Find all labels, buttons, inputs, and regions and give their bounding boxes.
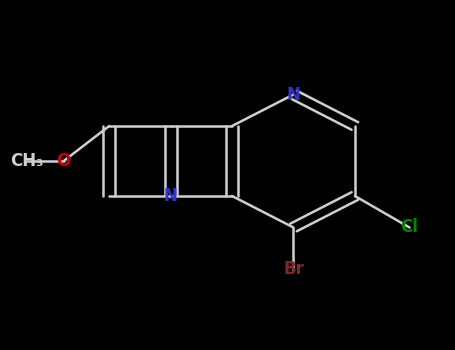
Text: Cl: Cl (400, 218, 419, 237)
Text: N: N (164, 187, 177, 205)
Text: N: N (287, 85, 300, 104)
Text: O: O (56, 152, 71, 170)
Text: Br: Br (283, 260, 304, 279)
Text: CH₃: CH₃ (10, 152, 44, 170)
